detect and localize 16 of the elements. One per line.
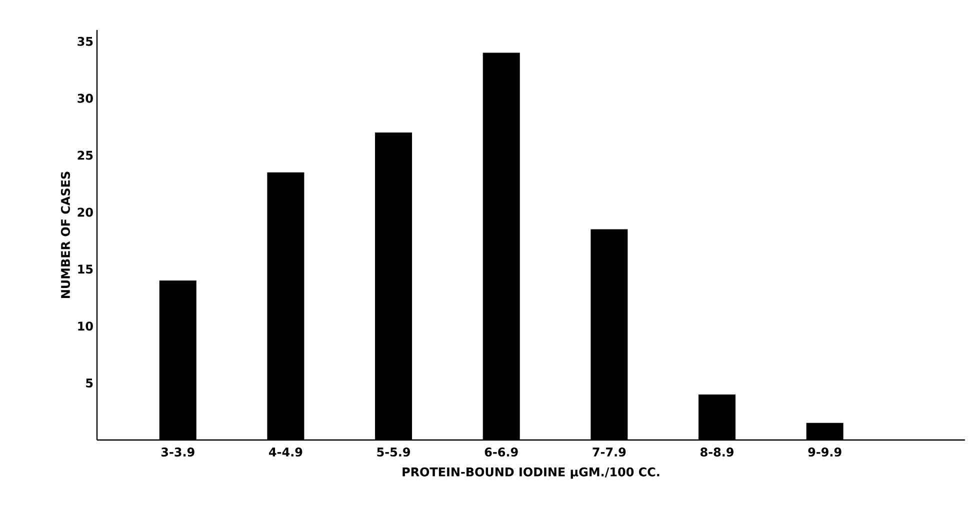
x-tick-label: 3-3.9 — [161, 448, 194, 457]
y-tick-label: 20 — [78, 208, 93, 217]
y-tick-label: 15 — [78, 264, 93, 274]
x-tick-label: 7-7.9 — [592, 448, 626, 457]
x-axis-title: PROTEIN-BOUND IODINE μGM./100 CC. — [402, 467, 660, 479]
y-tick-label: 5 — [86, 378, 93, 388]
x-tick-label: 4-4.9 — [269, 448, 302, 457]
y-tick-label: 35 — [78, 36, 93, 46]
y-tick-label: 25 — [78, 150, 93, 160]
y-axis-title: NUMBER OF CASES — [60, 172, 70, 298]
y-tick-label: 30 — [78, 94, 93, 103]
x-tick-label: 9-9.9 — [808, 448, 842, 457]
x-tick-label: 5-5.9 — [377, 448, 410, 457]
x-tick-label: 6-6.9 — [484, 448, 518, 457]
x-tick-label: 8-8.9 — [700, 448, 734, 457]
y-tick-label: 10 — [78, 322, 93, 331]
